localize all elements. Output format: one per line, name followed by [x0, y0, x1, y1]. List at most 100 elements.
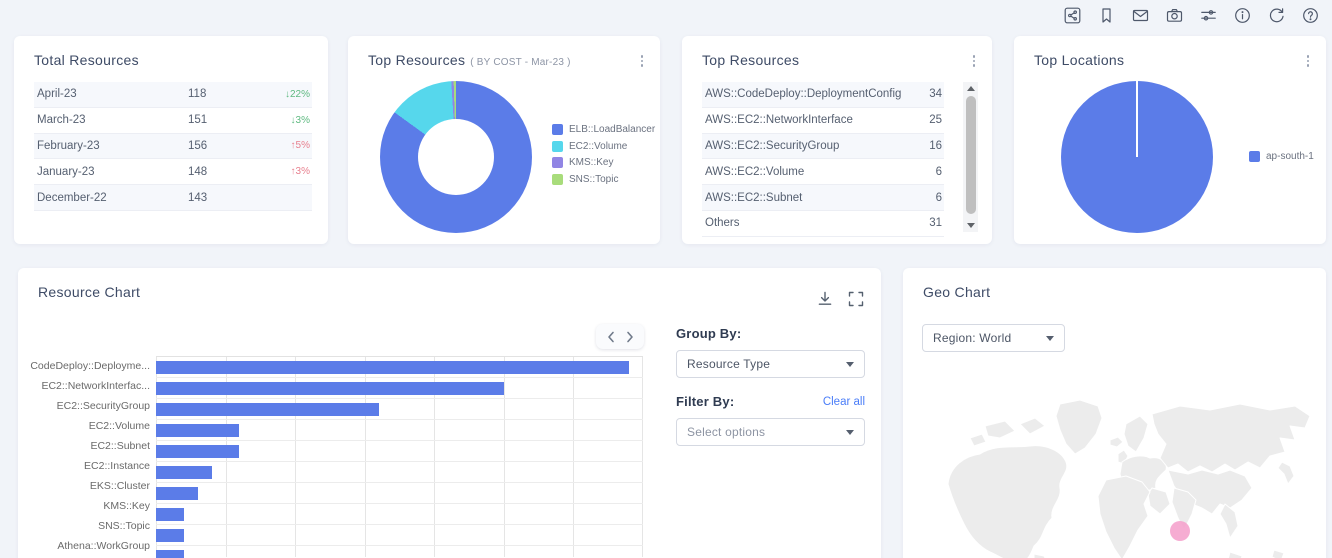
pie-chart[interactable]: [1061, 81, 1213, 233]
scroll-down-icon[interactable]: [963, 219, 978, 232]
group-by-label: Group By:: [676, 326, 742, 341]
region-select[interactable]: Region: World: [922, 324, 1065, 352]
world-map: [930, 396, 1320, 558]
bar[interactable]: [156, 486, 198, 500]
legend-swatch: [552, 124, 563, 135]
kebab-menu-icon[interactable]: [971, 53, 978, 69]
chart-actions: [816, 290, 865, 308]
card-title: Total Resources: [34, 52, 139, 68]
bar[interactable]: [156, 381, 504, 395]
caret-down-icon: [1046, 335, 1054, 341]
table-row: AWS::EC2::Subnet 6: [702, 185, 944, 211]
filter-value: Select options: [687, 425, 766, 439]
bar-row: [156, 420, 643, 441]
download-icon[interactable]: [816, 290, 834, 308]
toolbar: [1063, 3, 1319, 27]
bar[interactable]: [156, 402, 379, 416]
table-row: Others 31: [702, 211, 944, 237]
card-title: Top Resources: [702, 52, 800, 68]
legend-item[interactable]: SNS::Topic: [552, 173, 655, 185]
gridline: [364, 357, 366, 557]
info-icon[interactable]: [1233, 6, 1251, 24]
filter-select[interactable]: Select options: [676, 418, 865, 446]
legend-label: SNS::Topic: [569, 173, 619, 185]
resource-count: 34: [929, 88, 942, 101]
caret-down-icon: [846, 429, 854, 435]
table-row: March-23 151 ↓3%: [34, 108, 312, 134]
table-row: AWS::EC2::SecurityGroup 16: [702, 133, 944, 160]
resource-type-label: Others: [705, 217, 740, 230]
gridline: [295, 357, 297, 557]
top-locations-card: Top Locations ap-south-1: [1014, 36, 1326, 244]
resource-count: 151: [188, 114, 208, 127]
card-title: Geo Chart: [923, 284, 991, 300]
bar[interactable]: [156, 549, 184, 558]
camera-icon[interactable]: [1165, 6, 1183, 24]
donut-chart[interactable]: [380, 81, 532, 233]
resource-count: 16: [929, 139, 942, 152]
fullscreen-icon[interactable]: [847, 290, 865, 308]
legend-item[interactable]: ap-south-1: [1249, 151, 1314, 162]
bar-row: [156, 462, 643, 483]
legend-swatch: [552, 140, 563, 152]
bar[interactable]: [156, 465, 212, 479]
bar-row: [156, 357, 643, 378]
legend-item[interactable]: KMS::Key: [552, 157, 655, 168]
mail-icon[interactable]: [1131, 6, 1149, 24]
month-label: December-22: [37, 191, 107, 204]
geo-marker[interactable]: [1170, 521, 1190, 541]
resource-count: 31: [929, 217, 942, 230]
bar[interactable]: [156, 444, 240, 458]
legend-item[interactable]: EC2::Volume: [552, 140, 655, 152]
refresh-icon[interactable]: [1267, 6, 1285, 24]
scrollbar[interactable]: [963, 82, 978, 232]
geo-chart-card: Geo Chart Region: World: [903, 268, 1326, 558]
caret-down-icon: [846, 361, 854, 367]
bar-category-label: EC2::SecurityGroup: [56, 400, 150, 412]
bar-row: [156, 483, 643, 504]
bar-category-label: SNS::Topic: [98, 520, 150, 532]
resource-count: 6: [935, 191, 942, 204]
kebab-menu-icon[interactable]: [1305, 53, 1312, 69]
legend-label: KMS::Key: [569, 157, 614, 168]
chevron-left-icon[interactable]: [607, 331, 615, 343]
table-row: December-22 143: [34, 185, 312, 211]
table-row: February-23 156 ↑5%: [34, 133, 312, 160]
chevron-right-icon[interactable]: [626, 331, 634, 343]
filter-by-label: Filter By:: [676, 394, 735, 409]
bar-category-label: EKS::Cluster: [89, 480, 150, 492]
group-by-select[interactable]: Resource Type: [676, 350, 865, 378]
scroll-up-icon[interactable]: [963, 82, 978, 95]
clear-all-link[interactable]: Clear all: [822, 395, 865, 408]
bookmark-icon[interactable]: [1097, 6, 1115, 24]
bar-category-label: KMS::Key: [103, 500, 150, 512]
resource-type-label: AWS::EC2::NetworkInterface: [705, 114, 853, 127]
gridline: [573, 357, 575, 557]
resource-count: 156: [188, 139, 208, 152]
share-icon[interactable]: [1063, 6, 1081, 24]
top-resources-cost-card: Top Resources( BY COST - Mar-23 ) ELB::L…: [348, 36, 660, 244]
bar[interactable]: [156, 360, 630, 374]
bar[interactable]: [156, 528, 184, 542]
legend-item[interactable]: ELB::LoadBalancer: [552, 124, 655, 135]
legend-label: ap-south-1: [1266, 151, 1314, 162]
resource-count: 143: [188, 191, 208, 204]
sliders-icon[interactable]: [1199, 6, 1217, 24]
help-icon[interactable]: [1301, 6, 1319, 24]
bar-row: [156, 546, 643, 558]
legend-swatch: [552, 157, 563, 168]
trend-indicator: ↓3%: [290, 114, 310, 126]
top-resources-count-card: Top Resources AWS::CodeDeploy::Deploymen…: [682, 36, 992, 244]
bar[interactable]: [156, 507, 184, 521]
bar[interactable]: [156, 423, 240, 437]
bar-category-label: EC2::Instance: [84, 460, 150, 472]
legend-label: EC2::Volume: [569, 140, 628, 152]
table-row: AWS::CodeDeploy::DeploymentConfig 34: [702, 82, 944, 108]
scrollbar-thumb[interactable]: [965, 96, 976, 214]
kebab-menu-icon[interactable]: [639, 53, 646, 69]
bar-row: [156, 399, 643, 420]
resource-count: 118: [188, 88, 207, 101]
resource-chart-card: Resource Chart CodeDeploy::Deployme... EC…: [18, 268, 881, 558]
bar-category-label: EC2::Volume: [88, 420, 150, 432]
